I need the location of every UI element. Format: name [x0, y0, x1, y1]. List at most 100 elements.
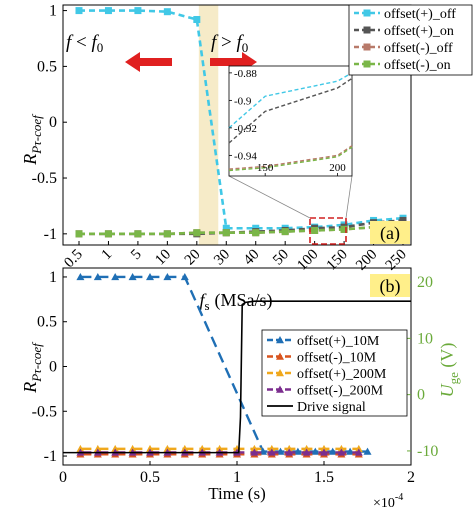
b-point-offset-10m-2 [111, 272, 120, 281]
svg-text:f < f0: f < f0 [66, 32, 103, 55]
b-right-y-tick-label-10: -10 [417, 443, 438, 460]
legend-label-offset-off: offset(-)_off [384, 41, 453, 56]
legend-label-offset-on: offset(+)_on [384, 24, 454, 39]
panel-b-x-multiplier: ×10-4 [373, 492, 403, 511]
y-tick-label-0-5: -0.5 [32, 170, 57, 187]
point-offset-on-10 [163, 230, 171, 238]
b-series-line-offset-10m [80, 275, 368, 453]
zoom-region-box [309, 217, 347, 245]
y-tick-label-0-5: 0.5 [37, 58, 57, 75]
b-point-offset-10m-5 [163, 272, 172, 281]
b-y-tick-label-0: 0 [49, 359, 57, 376]
y-tick-label-1: 1 [49, 3, 57, 20]
point-offset-on-50 [281, 228, 289, 236]
b-x-tick-label-1: 1 [233, 469, 241, 486]
y-tick-label-0: 0 [49, 114, 57, 131]
b-point-offset-10m-1 [93, 272, 102, 281]
inset-line-offset-off [228, 72, 353, 129]
point-offset-on-1 [104, 230, 112, 238]
annotation-f-less-f0: f < f0 [66, 32, 103, 55]
panel-b: 0 0.5 1 1.5 2 -1 -0.5 0 0.5 1 -10 0 10 20 RPτ-coef Ug… [20, 267, 461, 511]
b-point-offset-10m-9 [293, 447, 302, 455]
point-offset-on-20 [193, 229, 201, 237]
b-point-offset-10m-10 [311, 447, 320, 455]
b-y-tick-label-0-5: -0.5 [32, 403, 57, 420]
legend-label-offset-off: offset(+)_off [384, 7, 456, 22]
b-point-offset-200m-12 [285, 448, 294, 456]
b-legend-marker-offset-200m [276, 385, 284, 393]
inset-line-offset-on [228, 146, 353, 172]
b-legend-marker-offset-200m [276, 369, 284, 377]
legend-label-offset-on: offset(-)_on [384, 58, 451, 73]
b-point-offset-200m-13 [302, 448, 311, 456]
legend-marker-offset-off [363, 43, 371, 51]
point-offset-on-5 [134, 230, 142, 238]
b-x-tick-label-0: 0 [59, 469, 67, 486]
panel-a-axes-frame [62, 4, 412, 246]
b-right-y-tick-label-10: 10 [417, 330, 433, 347]
inset-y-tick-label-0-88: -0.88 [234, 68, 257, 80]
b-point-offset-10m-12 [346, 447, 355, 455]
b-x-tick-label-0-5: 0.5 [140, 469, 160, 486]
b-point-offset-200m-14 [320, 448, 328, 456]
b-series-line-drive-signal [63, 300, 411, 454]
inset-y-tick-label-0-92: -0.92 [234, 123, 257, 135]
b-point-offset-200m-10 [250, 448, 259, 456]
b-point-offset-200m-11 [267, 448, 276, 456]
b-y-tick-label-0-5: 0.5 [37, 314, 57, 331]
point-offset-off-5 [134, 7, 142, 15]
inset-y-tick-label-0-94: -0.94 [234, 150, 257, 162]
point-offset-on-30 [222, 229, 230, 237]
b-x-tick-label-2: 2 [407, 469, 415, 486]
b-point-offset-10m-8 [276, 447, 285, 455]
annotation-f-greater-f0: f > f0 [211, 32, 248, 55]
b-right-y-tick-label-0: 0 [417, 387, 425, 404]
panel-a-legend: offset(+)_off offset(+)_on offset(-)_offof… [348, 4, 473, 76]
inset-x-tick-label-150: 150 [257, 162, 274, 174]
b-y-tick-label-1: 1 [49, 269, 57, 286]
inset-line-offset-on [228, 77, 353, 144]
b-point-offset-10m-11 [328, 447, 337, 455]
b-x-tick-label-1-5: 1.5 [314, 469, 334, 486]
left-arrow [125, 52, 172, 72]
zoom-connector-right [345, 175, 353, 219]
panel-b-x-label: Time (s) [208, 484, 265, 503]
panel-b-y-label: RPτ-coef [20, 341, 44, 394]
svg-text:f > f0: f > f0 [211, 32, 248, 55]
legend-marker-offset-off [363, 9, 371, 17]
b-point-offset-10m-13 [363, 447, 372, 455]
b-point-offset-10m-4 [146, 272, 154, 281]
legend-marker-offset-on [363, 60, 371, 68]
panel-a-label: (a) [380, 223, 400, 244]
panel-b-label: (b) [380, 276, 401, 297]
b-legend-marker-offset-10m [276, 336, 284, 344]
inset-y-tick-label-0-9: -0.9 [234, 95, 252, 107]
zoom-connector-left [228, 175, 311, 219]
point-offset-on-40 [252, 229, 260, 237]
point-offset-on-100 [311, 226, 319, 234]
b-legend-marker-offset-10m [276, 352, 284, 360]
panel-b-legend: offset(+)_10M offset(-)_10Moffset(+)_200M… [261, 329, 408, 417]
inset-x-tick-label-200: 200 [329, 162, 346, 174]
b-point-offset-10m-6 [180, 272, 189, 281]
legend-marker-offset-on [363, 26, 371, 34]
point-offset-off-0-5 [75, 7, 83, 15]
b-point-offset-10m-3 [128, 272, 137, 281]
inset-line-offset-off [228, 145, 353, 170]
b-legend-label-drive-signal: Drive signal [297, 400, 366, 415]
panel-a: 0.5 1 5 10 20 30 40 50 100 150 200 250-1-0.500.51 R… [20, 3, 473, 313]
point-offset-off-10 [163, 8, 171, 16]
b-legend-label-offset-200m: offset(-)_200M [297, 384, 384, 399]
b-point-offset-10m-0 [76, 272, 85, 281]
series-line-offset-off [79, 9, 404, 230]
b-legend-label-offset-10m: offset(-)_10M [297, 351, 377, 366]
panel-b-right-y-label: Uge (V) [437, 343, 461, 398]
panel-a-x-label: fs (MSa/s) [199, 290, 272, 313]
b-point-offset-200m-15 [337, 448, 346, 456]
b-point-offset-200m-16 [354, 448, 363, 456]
panel-a-y-label: RPτ-coef [20, 113, 44, 166]
point-offset-off-1 [104, 7, 112, 15]
b-y-tick-label-1: -1 [44, 448, 57, 465]
point-offset-off-20 [193, 16, 201, 24]
